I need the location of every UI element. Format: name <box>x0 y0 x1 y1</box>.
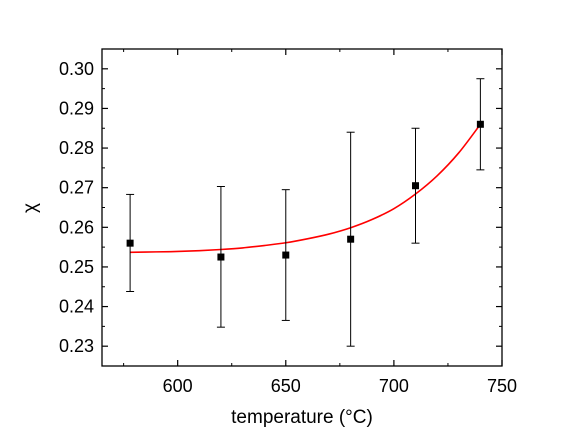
y-tick-label: 0.28 <box>59 138 94 158</box>
x-tick-label: 700 <box>379 376 409 396</box>
data-point <box>282 251 290 259</box>
fit-curve-layer <box>130 123 482 254</box>
y-axis-ticks: 0.23 0.24 0.25 0.26 0.27 0.28 0.29 0.30 <box>59 48 502 356</box>
y-tick-label: 0.30 <box>59 59 94 79</box>
y-tick-label: 0.24 <box>59 297 94 317</box>
data-point <box>126 239 134 247</box>
data-point <box>217 253 225 261</box>
x-axis-title: temperature (°C) <box>231 407 373 428</box>
data-point-layer <box>126 120 484 261</box>
x-axis-ticks: 600 650 700 750 <box>123 49 517 396</box>
y-tick-label: 0.29 <box>59 98 94 118</box>
x-tick-label: 600 <box>163 376 193 396</box>
y-tick-label: 0.25 <box>59 257 94 277</box>
x-tick-label: 650 <box>271 376 301 396</box>
x-tick-label: 750 <box>487 376 517 396</box>
fit-curve <box>130 123 482 254</box>
error-bar-layer <box>126 78 485 347</box>
y-tick-label: 0.27 <box>59 178 94 198</box>
y-axis-title: χ <box>20 203 41 213</box>
plot-frame <box>101 48 503 367</box>
y-tick-label: 0.23 <box>59 336 94 356</box>
y-tick-label: 0.26 <box>59 217 94 237</box>
data-point <box>347 235 355 243</box>
data-point <box>412 182 420 190</box>
data-point <box>476 120 484 128</box>
